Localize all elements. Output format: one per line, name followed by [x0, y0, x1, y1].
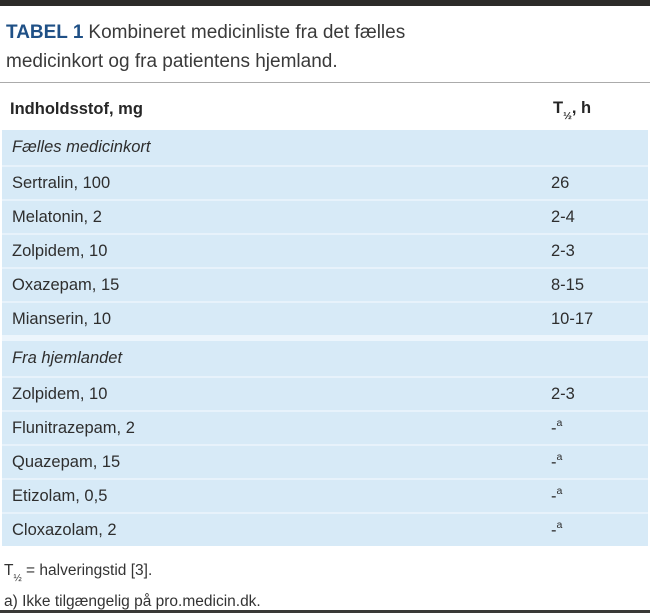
table-row: Cloxazolam, 2 -a: [2, 512, 648, 546]
top-rule: [0, 0, 650, 6]
halflife-subscript: ½: [563, 110, 572, 123]
halflife-cell: -a: [551, 484, 563, 506]
table-header-row: Indholdsstof, mg T½, h: [0, 83, 650, 130]
halflife-cell: 2-3: [551, 384, 575, 403]
table-row: Zolpidem, 10 2-3: [2, 376, 648, 410]
footnote-marker: a: [556, 484, 563, 497]
substance-cell: Flunitrazepam, 2: [12, 418, 135, 437]
substance-cell: Quazepam, 15: [12, 452, 121, 471]
substance-cell: Mianserin, 10: [12, 309, 112, 328]
substance-cell: Etizolam, 0,5: [12, 486, 108, 505]
column-header-substance: Indholdsstof, mg: [10, 100, 143, 118]
substance-cell: Oxazepam, 15: [12, 275, 120, 294]
footnote-marker: a: [556, 416, 563, 429]
table-row: Flunitrazepam, 2 -a: [2, 410, 648, 444]
footnote-marker: a: [556, 518, 563, 531]
halflife-cell: 8-15: [551, 275, 585, 294]
bottom-rule: [0, 610, 650, 613]
halflife-cell: -a: [551, 450, 563, 472]
table-row: Mianserin, 10 10-17: [2, 301, 648, 335]
table-row: Zolpidem, 10 2-3: [2, 233, 648, 267]
substance-cell: Sertralin, 100: [12, 173, 111, 192]
column-header-halflife: T½, h: [553, 98, 650, 123]
table-body: Fælles medicinkort Sertralin, 100 26 Melato…: [2, 130, 648, 546]
footnote-marker: a: [556, 450, 563, 463]
section-header-label: Fra hjemlandet: [12, 349, 123, 367]
halflife-cell: 2-3: [551, 241, 575, 260]
halflife-cell: -a: [551, 518, 563, 540]
section-gap: [2, 335, 648, 341]
halflife-cell: -a: [551, 416, 563, 438]
table-number-label: TABEL 1: [6, 22, 84, 43]
halflife-symbol: T: [553, 98, 564, 117]
footnote-halflife: T½ = halveringstid [3].: [4, 558, 650, 589]
table-row: Melatonin, 2 2-4: [2, 199, 648, 233]
table-row: Etizolam, 0,5 -a: [2, 478, 648, 512]
footnote-halflife-subscript: ½: [13, 573, 22, 585]
halflife-unit: , h: [571, 98, 592, 117]
section-header: Fælles medicinkort: [2, 130, 648, 165]
substance-cell: Zolpidem, 10: [12, 241, 108, 260]
section-header: Fra hjemlandet: [2, 341, 648, 376]
footnote-halflife-symbol: T: [4, 562, 14, 579]
table-row: Quazepam, 15 -a: [2, 444, 648, 478]
table-caption: Kombineret medicinliste fra det fælles m…: [6, 22, 406, 72]
footnotes: T½ = halveringstid [3]. a) Ikke tilgænge…: [4, 558, 650, 614]
substance-cell: Melatonin, 2: [12, 207, 102, 226]
section-header-label: Fælles medicinkort: [12, 138, 151, 156]
halflife-cell: 2-4: [551, 207, 575, 226]
substance-cell: Cloxazolam, 2: [12, 520, 117, 539]
table-row: Oxazepam, 15 8-15: [2, 267, 648, 301]
substance-cell: Zolpidem, 10: [12, 384, 108, 403]
halflife-cell: 10-17: [551, 309, 594, 328]
halflife-cell: 26: [551, 173, 570, 192]
table-title: TABEL 1 Kombineret medicinliste fra det f…: [6, 18, 486, 76]
footnote-halflife-text: = halveringstid [3].: [21, 562, 153, 579]
header-divider: [0, 82, 650, 83]
footnote-availability: a) Ikke tilgængelig på pro.medicin.dk.: [4, 593, 261, 611]
table-row: Sertralin, 100 26: [2, 165, 648, 199]
